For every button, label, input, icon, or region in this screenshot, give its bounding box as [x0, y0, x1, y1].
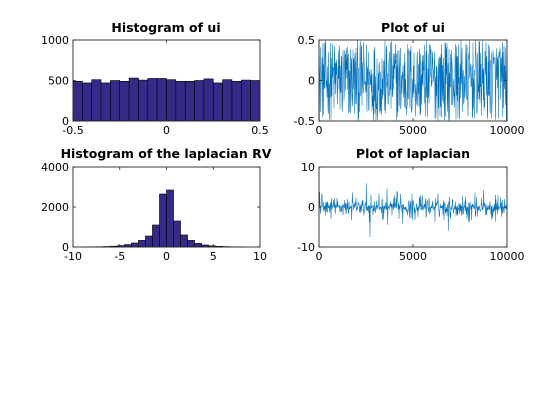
histogram-bar [119, 81, 130, 122]
y-tick-label: 2000 [41, 201, 69, 214]
histogram-bar [128, 77, 139, 122]
chart-title: Plot of ui [381, 20, 445, 35]
histogram-bar [110, 80, 121, 122]
x-tick-label: -10 [64, 250, 82, 263]
x-tick-label: -5 [114, 250, 125, 263]
x-tick-label: 0.5 [251, 124, 269, 137]
histogram-bar [222, 79, 233, 122]
histogram-bar [166, 79, 177, 122]
chart-title: Histogram of the laplacian RV [61, 146, 272, 161]
x-tick-label: 0 [163, 250, 170, 263]
x-tick-label: 0 [316, 124, 323, 137]
x-tick-label: 5000 [399, 250, 427, 263]
histogram-bar [147, 78, 158, 122]
histogram-bar [82, 82, 92, 122]
x-tick-label: 5000 [399, 124, 427, 137]
histogram-bar [175, 81, 186, 122]
histogram-bar [72, 81, 83, 122]
histogram-bar [131, 242, 139, 248]
histogram-bar [173, 220, 181, 248]
x-tick-label: 0 [163, 124, 170, 137]
y-tick-label: 10 [301, 161, 315, 174]
ui-plot-axes: Plot of ui 0 5000 10000-0.500.5 [294, 20, 525, 137]
chart-title: Histogram of ui [111, 20, 220, 35]
histogram-bar [184, 81, 195, 122]
x-tick-label: 10000 [490, 250, 525, 263]
histogram-bar [156, 78, 167, 122]
histogram-bar [203, 78, 214, 122]
histogram-bar [194, 243, 202, 248]
chart-title: Plot of laplacian [356, 146, 470, 161]
histogram-bar [145, 235, 153, 248]
histogram-bar [91, 79, 102, 122]
laplacian-histogram-axes: Histogram of the laplacian RV -10 -5 0 5 10 0… [41, 146, 272, 263]
y-tick-label: 0.5 [298, 34, 316, 47]
histogram-bar [159, 193, 167, 248]
x-tick-label: 10000 [490, 124, 525, 137]
histogram-bar [212, 82, 223, 122]
y-tick-label: 1000 [41, 34, 69, 47]
histogram-bar [194, 80, 205, 122]
y-tick-label: 4000 [41, 161, 69, 174]
series-line [318, 183, 508, 238]
y-tick-label: 0 [62, 241, 69, 254]
y-tick-label: 0 [308, 201, 315, 214]
x-tick-label: -0.5 [62, 124, 83, 137]
x-tick-label: 10 [253, 250, 267, 263]
y-tick-label: 0 [62, 115, 69, 128]
histogram-bar [250, 80, 261, 122]
y-tick-label: 0 [308, 75, 315, 88]
histogram-bar [166, 189, 174, 248]
histogram-bar [152, 224, 160, 248]
x-tick-label: 0 [316, 250, 323, 263]
histogram-bar [241, 79, 251, 122]
y-tick-label: -10 [297, 241, 315, 254]
x-tick-label: 5 [210, 250, 217, 263]
histogram-bar [138, 240, 146, 248]
histogram-bar [231, 81, 242, 122]
histogram-bar [100, 82, 111, 122]
series-line [318, 40, 508, 121]
histogram-bar [187, 240, 195, 248]
histogram-bar [180, 234, 188, 248]
y-tick-label: -0.5 [294, 115, 315, 128]
histogram-bar [138, 79, 149, 122]
y-tick-label: 500 [48, 75, 69, 88]
